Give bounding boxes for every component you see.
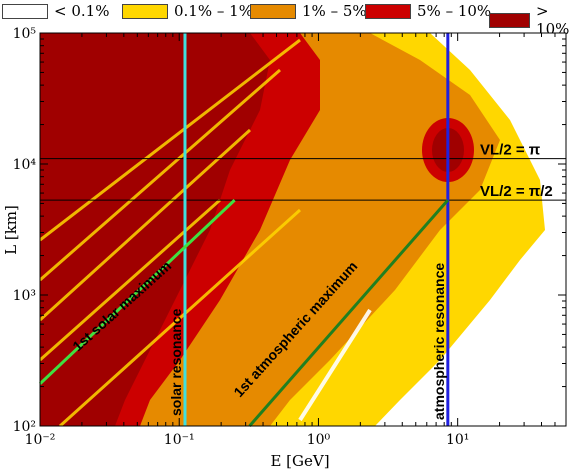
legend-swatch — [2, 3, 48, 19]
legend-item-lt01: < 0.1% — [2, 2, 109, 20]
legend-label: 0.1% – 1% — [174, 2, 253, 20]
y-tick-label: 10⁵ — [13, 26, 37, 42]
legend-swatch — [365, 3, 411, 19]
axis-ticks — [39, 33, 567, 427]
legend-swatch — [489, 12, 531, 28]
x-axis-label: E [GeV] — [270, 452, 329, 470]
plot-frame — [39, 32, 567, 427]
y-tick-label: 10³ — [13, 288, 36, 304]
y-tick-label: 10² — [13, 419, 36, 435]
legend-swatch — [250, 3, 296, 19]
solar-stripes — [40, 38, 302, 426]
x-tick-label: 10¹ — [446, 432, 469, 448]
x-tick-label: 10⁻² — [25, 432, 56, 448]
annotation-solar-resonance: solar resonance — [168, 308, 184, 416]
legend-swatch — [122, 3, 168, 19]
white-gap-stripe — [298, 308, 372, 422]
atmospheric-maximum-line — [248, 199, 449, 427]
y-tick-label: 10⁴ — [13, 157, 37, 173]
x-tick-label: 10⁻¹ — [164, 432, 195, 448]
annotation-vl-pi: VL/2 = π — [480, 142, 541, 159]
annotation-vl-pi-half: VL/2 = π/2 — [480, 183, 553, 200]
y-axis-label: L [km] — [2, 205, 20, 255]
solar-maximum-line — [38, 199, 236, 385]
legend-item-1-5: 1% – 5% — [250, 2, 367, 20]
legend-label: < 0.1% — [54, 2, 110, 20]
legend-item-5-10: 5% – 10% — [365, 2, 491, 20]
annotation-atmospheric-resonance: atmospheric resonance — [431, 263, 447, 420]
legend-label: 5% – 10% — [417, 2, 492, 20]
legend-label: 1% – 5% — [302, 2, 367, 20]
legend-item-01-1: 0.1% – 1% — [122, 2, 253, 20]
x-tick-label: 10⁰ — [307, 432, 331, 448]
